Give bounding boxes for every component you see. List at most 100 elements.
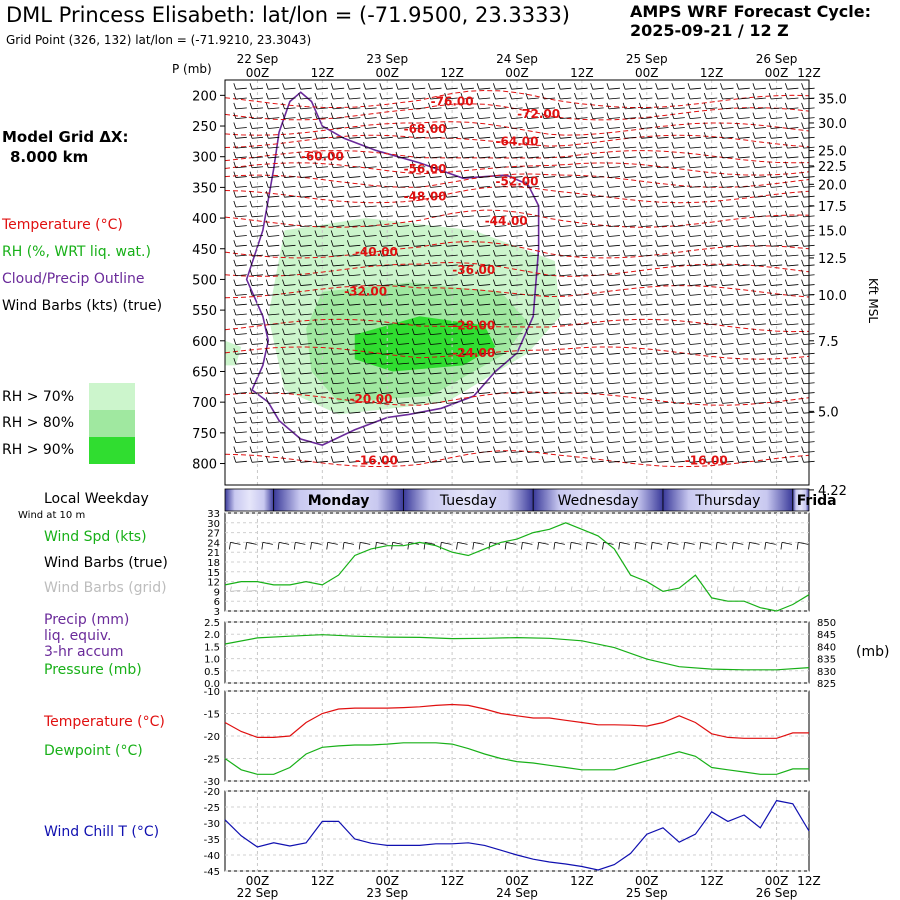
wind-barb [330, 230, 345, 237]
wind-barb [638, 456, 653, 463]
wind-barb [509, 338, 523, 345]
wind-barb [525, 269, 539, 277]
wind-barb [509, 456, 523, 463]
wind-barb [541, 122, 556, 129]
temperature-contour-label: -72.00 [517, 107, 560, 121]
wind-barb [265, 279, 280, 286]
wind-barb [638, 171, 653, 178]
wind-barb [363, 220, 377, 228]
wind-barb [606, 210, 620, 218]
wind-barb [379, 279, 393, 286]
wind-barb [671, 308, 685, 316]
wind-barb [379, 92, 393, 100]
wind-barb [444, 83, 458, 90]
surface-wind-barb-grid [635, 586, 647, 592]
wind-barb [606, 200, 620, 208]
temperature-contour-11 [224, 285, 810, 299]
wind-barb [379, 446, 393, 453]
wind-barb [330, 289, 345, 296]
surface-wind-barb-grid [457, 586, 468, 592]
wind-barb [395, 416, 410, 424]
wind-barb [249, 407, 264, 414]
wind-barb [476, 210, 491, 218]
wind-barb [346, 387, 361, 394]
wind-barb [395, 181, 410, 188]
wind-barb [784, 299, 799, 306]
wind-barb [638, 83, 653, 90]
wind-barb [395, 446, 410, 453]
wind-barb [460, 387, 474, 394]
surface-wind-barb-grid [781, 586, 793, 592]
wind-barb [671, 220, 685, 228]
wind-barb [249, 269, 264, 277]
wind-barb [525, 328, 539, 336]
wind-barb [606, 436, 620, 444]
wind-barbs-cross-section [233, 83, 815, 463]
wind-barb [492, 92, 507, 100]
wind-barb [801, 269, 815, 277]
wind-barb [233, 240, 247, 247]
wind-barb [265, 397, 280, 404]
wind-barb [784, 151, 799, 159]
wind-barb [655, 230, 669, 237]
surface-wind-barb [521, 542, 533, 550]
wind-barb [801, 249, 815, 257]
wind-barb [509, 240, 523, 247]
wind-barb [574, 220, 588, 228]
wind-barb [379, 308, 393, 316]
wind-barb [784, 161, 799, 169]
wind-barb [298, 240, 312, 247]
wind-barb [801, 308, 815, 316]
wind-barb [428, 279, 442, 286]
panel-tick-label: -25 [204, 803, 220, 814]
wind-barb [557, 102, 572, 110]
wind-barb [703, 102, 718, 110]
wind-barb [590, 387, 604, 394]
wind-barb [330, 279, 345, 286]
wind-barb [768, 367, 783, 375]
wind-barb [687, 357, 702, 365]
wind-barb [233, 328, 247, 336]
wind-barb [736, 279, 750, 286]
wind-barb [606, 328, 620, 336]
wind-barb [233, 249, 247, 257]
surface-wind-barb [358, 542, 371, 550]
wind-barb [282, 269, 296, 277]
wind-barb [525, 210, 539, 218]
panel-tick-label: 12 [207, 578, 220, 589]
wind-barb [574, 259, 588, 267]
wind-barb [363, 328, 377, 336]
wind-barb [541, 210, 556, 218]
wind-barb [720, 102, 734, 110]
wind-barb [574, 102, 588, 110]
wind-barb [590, 220, 604, 228]
wind-barb [784, 436, 799, 444]
wind-barb [346, 151, 361, 159]
wind-barb [411, 456, 426, 463]
wind-barb [720, 357, 734, 365]
wind-barb [557, 377, 572, 385]
wind-barb [282, 367, 296, 375]
wind-barb [768, 112, 783, 120]
wind-barb [233, 357, 247, 365]
wind-barb [655, 83, 669, 90]
wind-barb [606, 377, 620, 385]
wind-barb [784, 141, 799, 149]
wind-barb [720, 387, 734, 394]
wind-barb [541, 230, 556, 237]
pressure-tick-label: 300 [192, 151, 217, 166]
wind-barb [590, 102, 604, 110]
bottom-hour-tick: 12Z [440, 874, 464, 888]
wind-barb [525, 289, 539, 296]
wind-barb [768, 407, 783, 414]
wind-barb [282, 210, 296, 218]
wind-barb [379, 210, 393, 218]
wind-barb [492, 191, 507, 198]
wind-barb [687, 308, 702, 316]
wind-barb [428, 426, 442, 434]
wind-barb [703, 269, 718, 277]
wind-barb [363, 416, 377, 424]
wind-barb [379, 230, 393, 237]
wind-barb [509, 122, 523, 129]
